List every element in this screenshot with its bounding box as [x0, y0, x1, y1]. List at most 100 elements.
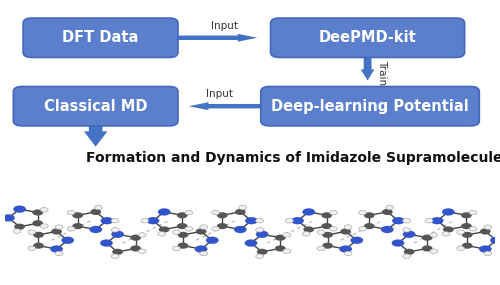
- Circle shape: [425, 219, 433, 223]
- Circle shape: [402, 219, 410, 223]
- Circle shape: [212, 227, 220, 231]
- Circle shape: [178, 243, 188, 249]
- Circle shape: [462, 243, 472, 249]
- FancyBboxPatch shape: [14, 87, 178, 126]
- Circle shape: [404, 249, 414, 255]
- Circle shape: [462, 232, 472, 238]
- Circle shape: [431, 217, 444, 224]
- Circle shape: [403, 231, 415, 238]
- Circle shape: [33, 243, 44, 249]
- Circle shape: [484, 251, 492, 256]
- Circle shape: [28, 246, 36, 251]
- Text: Classical MD: Classical MD: [44, 99, 148, 114]
- Circle shape: [381, 226, 394, 233]
- Circle shape: [14, 224, 25, 230]
- Circle shape: [72, 212, 83, 218]
- Circle shape: [185, 210, 192, 215]
- Circle shape: [457, 246, 464, 251]
- Circle shape: [51, 228, 62, 235]
- Circle shape: [359, 210, 366, 215]
- Text: DeePMD-kit: DeePMD-kit: [318, 30, 416, 45]
- Circle shape: [138, 233, 146, 237]
- Circle shape: [480, 228, 490, 235]
- Circle shape: [359, 227, 366, 231]
- Circle shape: [256, 219, 264, 223]
- Circle shape: [158, 232, 166, 236]
- Circle shape: [283, 233, 290, 237]
- Circle shape: [62, 237, 74, 244]
- Circle shape: [364, 212, 374, 218]
- FancyBboxPatch shape: [261, 87, 480, 126]
- Circle shape: [442, 232, 450, 236]
- Circle shape: [350, 237, 363, 244]
- Circle shape: [430, 233, 438, 237]
- Circle shape: [239, 205, 246, 210]
- Circle shape: [130, 245, 141, 252]
- Circle shape: [457, 230, 464, 234]
- Circle shape: [111, 231, 124, 238]
- Circle shape: [100, 217, 114, 224]
- FancyArrow shape: [172, 34, 258, 42]
- Circle shape: [283, 249, 290, 253]
- Circle shape: [322, 212, 332, 218]
- Circle shape: [72, 223, 83, 229]
- Circle shape: [13, 229, 21, 233]
- Circle shape: [217, 223, 228, 229]
- FancyBboxPatch shape: [270, 18, 464, 58]
- Circle shape: [430, 249, 438, 253]
- Circle shape: [111, 254, 119, 258]
- Circle shape: [340, 228, 351, 235]
- Circle shape: [50, 245, 63, 253]
- Circle shape: [344, 251, 352, 256]
- Circle shape: [382, 209, 392, 215]
- Circle shape: [234, 226, 246, 233]
- Circle shape: [40, 224, 48, 228]
- Circle shape: [194, 245, 207, 253]
- Circle shape: [55, 251, 63, 256]
- Text: DFT Data: DFT Data: [62, 30, 138, 45]
- Circle shape: [469, 227, 477, 231]
- Circle shape: [443, 226, 454, 233]
- FancyArrow shape: [189, 102, 270, 110]
- Circle shape: [364, 223, 374, 229]
- Circle shape: [392, 239, 404, 247]
- Circle shape: [386, 205, 394, 210]
- Circle shape: [330, 227, 337, 231]
- Circle shape: [32, 209, 43, 215]
- Text: Formation and Dynamics of Imidazole Supramolecule: Formation and Dynamics of Imidazole Supr…: [86, 151, 500, 165]
- Circle shape: [256, 228, 264, 232]
- Circle shape: [159, 226, 170, 233]
- Circle shape: [33, 232, 44, 238]
- Circle shape: [90, 226, 102, 233]
- Circle shape: [177, 212, 188, 218]
- Circle shape: [94, 205, 102, 210]
- Circle shape: [322, 223, 332, 229]
- Circle shape: [317, 246, 325, 251]
- Circle shape: [291, 217, 304, 224]
- Circle shape: [138, 249, 146, 253]
- Circle shape: [200, 225, 207, 229]
- Circle shape: [402, 228, 410, 232]
- FancyArrow shape: [360, 52, 374, 80]
- Circle shape: [111, 219, 119, 223]
- Circle shape: [322, 243, 333, 249]
- Circle shape: [2, 214, 15, 221]
- Circle shape: [112, 249, 123, 255]
- Circle shape: [302, 208, 315, 215]
- Circle shape: [172, 246, 180, 251]
- Circle shape: [490, 237, 500, 244]
- Circle shape: [304, 226, 314, 233]
- FancyBboxPatch shape: [23, 18, 178, 58]
- Circle shape: [40, 207, 48, 212]
- Circle shape: [422, 245, 432, 252]
- Text: Input: Input: [211, 21, 238, 31]
- Circle shape: [286, 219, 294, 223]
- Circle shape: [461, 223, 472, 229]
- Circle shape: [479, 245, 492, 253]
- Circle shape: [146, 217, 160, 224]
- Circle shape: [422, 235, 432, 241]
- Circle shape: [256, 254, 264, 258]
- Circle shape: [177, 223, 188, 229]
- Circle shape: [392, 217, 405, 224]
- Circle shape: [178, 232, 188, 238]
